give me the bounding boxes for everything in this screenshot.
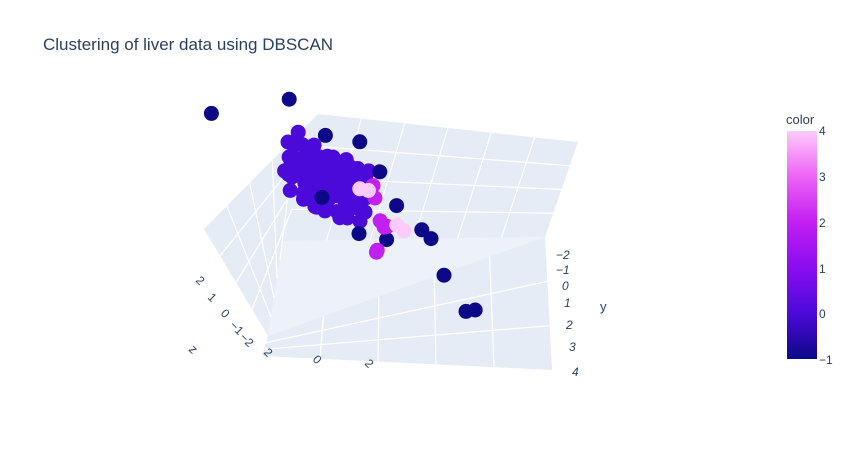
point-cluster-m1 [351, 226, 367, 242]
point-cluster-0 [328, 168, 344, 184]
point-cluster-0 [302, 177, 318, 193]
y-tick-m2: −2 [556, 248, 570, 262]
y-tick-2: 2 [565, 318, 573, 332]
gridline-left-h [251, 209, 293, 310]
cb-tick-4: 4 [819, 124, 826, 138]
gridline-floor-h [263, 325, 550, 350]
gridline-floor-v [377, 296, 380, 362]
z-tick-2: 2 [193, 273, 208, 288]
gridline-floor-h [265, 280, 548, 344]
point-cluster-0 [277, 163, 293, 179]
chart-title: Clustering of liver data using DBSCAN [43, 35, 333, 54]
point-cluster-0 [337, 196, 353, 212]
cb-tick-3: 3 [819, 170, 826, 184]
y-tick-1: 1 [564, 296, 571, 310]
colorbar: color 4 3 2 1 0 −1 [786, 112, 833, 367]
point-cluster-0 [282, 182, 298, 198]
point-cluster-0 [302, 150, 317, 166]
point-cluster-0 [281, 149, 297, 165]
point-cluster-0 [311, 168, 327, 183]
point-cluster-m1 [314, 189, 330, 205]
y-tick-4: 4 [572, 365, 579, 379]
y-axis-title: y [600, 299, 607, 314]
point-cluster-0 [339, 210, 355, 226]
y-tick-0: 0 [562, 279, 569, 293]
gridline-floor-v [489, 256, 495, 368]
gridline-floor-v [319, 316, 324, 359]
y-tick-m1: −1 [556, 263, 570, 277]
colorbar-title: color [786, 112, 815, 127]
point-cluster-4 [360, 182, 376, 198]
cb-tick-m1: −1 [819, 353, 833, 367]
point-cluster-m1 [379, 232, 395, 248]
point-cluster-m1 [467, 302, 483, 318]
point-cluster-m1 [372, 164, 388, 180]
point-cluster-0 [286, 134, 302, 150]
point-cluster-m1 [281, 91, 297, 107]
cb-tick-1: 1 [819, 262, 826, 276]
point-cluster-4 [396, 223, 412, 239]
point-cluster-m1 [423, 231, 439, 247]
gridline-floor-v [433, 276, 437, 365]
point-cluster-0 [361, 163, 377, 179]
cb-tick-2: 2 [819, 216, 826, 230]
z-tick-1: 1 [205, 290, 220, 305]
points-layer [203, 91, 483, 319]
cb-tick-0: 0 [819, 307, 826, 321]
point-cluster-m1 [352, 134, 368, 150]
z-tick-0: 0 [218, 306, 233, 321]
point-cluster-m1 [389, 198, 405, 214]
point-cluster-0 [343, 159, 359, 175]
point-cluster-m1 [436, 267, 452, 283]
point-cluster-2 [369, 242, 385, 258]
colorbar-gradient [787, 131, 817, 359]
gridline-back-h [309, 145, 570, 167]
y-tick-3: 3 [569, 340, 576, 354]
bottom-pane [268, 237, 552, 370]
z-axis-title: z [186, 342, 201, 357]
point-cluster-m1 [203, 105, 219, 121]
point-cluster-m1 [317, 127, 333, 143]
y-axis-ticks: −2 −1 0 1 2 3 4 y [556, 248, 607, 379]
